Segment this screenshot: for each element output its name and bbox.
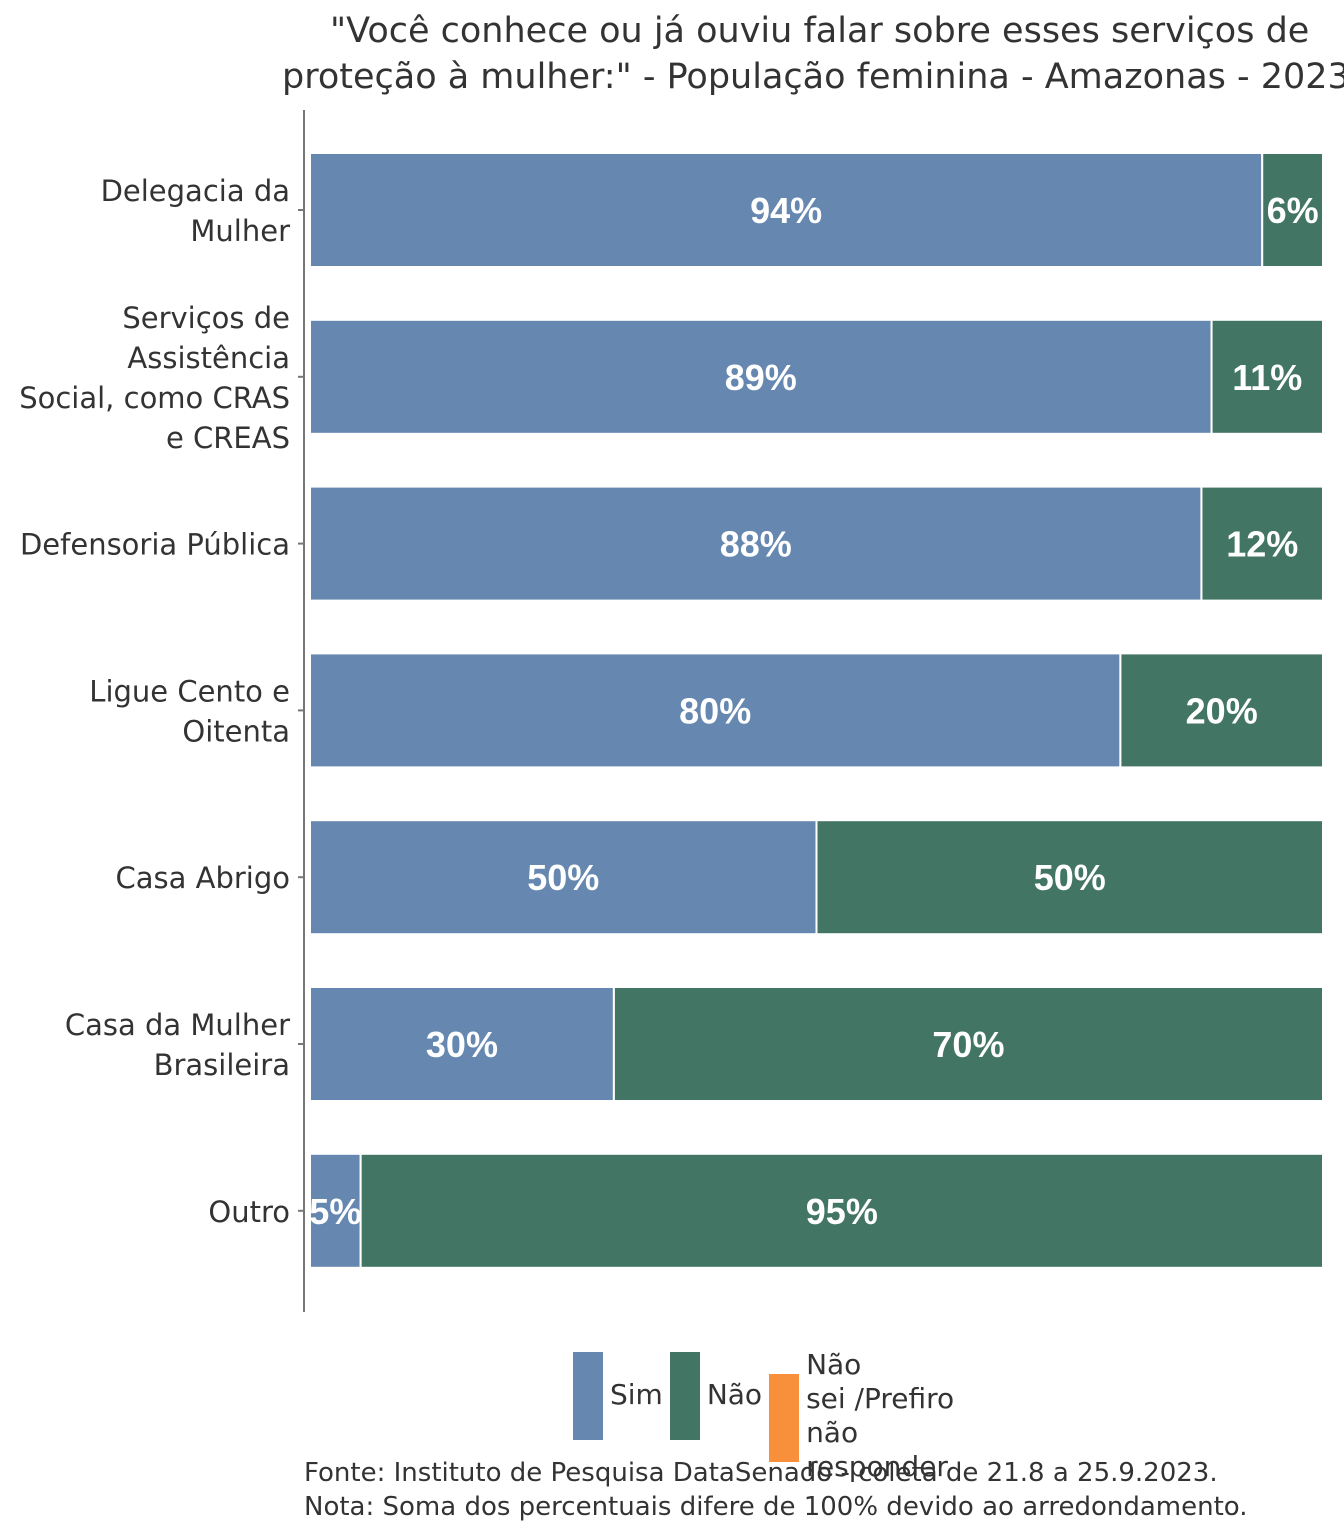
legend-item-nao: Não [668,1348,763,1441]
category-label: Assistência [127,341,290,375]
stacked-bar-chart: 94% 6% 89% 11% 88% 12% 80% 20% 50% 50% 30% 70% 5% 95%… [19,110,1325,1312]
legend-label-nao-sei-line-3: não responder [806,1416,948,1483]
category-labels-layer: Delegacia da Mulher Serviços de Assistência… [19,174,304,1229]
bar-segment [309,485,1203,602]
legend: Sim Não Não sei /Prefiro não responder [572,1348,1012,1483]
category-label: Defensoria Pública [20,528,290,562]
bar-segment [309,152,1264,268]
data-label: 5% [309,1191,361,1232]
bars-layer: 94% 6% 89% 11% 88% 12% 80% 20% 50% 50% 30% 70% 5% 95% [309,152,1325,1269]
data-label: 6% [1267,190,1319,231]
category-label: Delegacia da [101,174,290,208]
bar-segment [815,819,1324,936]
data-label: 11% [1232,357,1302,398]
legend-swatch-sim [572,1351,604,1441]
category-label: Ligue Cento e [89,674,290,708]
legend-swatch-nao [668,1351,701,1441]
category-label: Casa da Mulher [65,1008,290,1042]
data-label: 30% [426,1024,498,1065]
legend-swatch-nao-sei [768,1372,801,1463]
data-label: 20% [1186,690,1258,731]
bar-segment [1261,152,1324,268]
category-label: Social, como CRAS [19,381,290,415]
chart-title-line-1: "Você conhece ou já ouviu falar sobre es… [330,11,1310,51]
bar-segment [309,1152,362,1269]
data-label: 50% [1034,857,1106,898]
category-label: e CREAS [166,421,290,455]
data-label: 94% [750,190,822,231]
legend-item-sim: Sim [572,1348,663,1441]
data-label: 89% [725,357,797,398]
legend-item-nao-sei: Não sei /Prefiro não responder [768,1348,1006,1484]
bar-segment [359,1152,1324,1269]
bar-segment [309,819,818,936]
data-label: 12% [1226,524,1298,565]
category-label: Serviços de [122,301,290,335]
data-label: 80% [679,690,751,731]
category-label: Brasileira [154,1048,290,1082]
chart-title-line-2: proteção à mulher:" - População feminina… [282,57,1344,97]
bar-segment [1210,318,1324,435]
legend-label-nao-sei-line-2: sei /Prefiro [806,1382,955,1415]
legend-label-sim: Sim [610,1377,663,1411]
category-label: Casa Abrigo [116,861,291,895]
data-label: 88% [720,524,792,565]
bar-segment [309,986,615,1102]
footer: Fonte: Instituto de Pesquisa DataSenado … [304,1456,1248,1524]
rounding-note: Nota: Soma dos percentuais difere de 100… [304,1492,1248,1522]
bar-segment [1119,652,1325,769]
bar-segment [612,986,1324,1102]
legend-label-nao: Não [706,1377,763,1411]
category-label: Outro [208,1195,290,1229]
bar-segment [309,318,1213,435]
source-note: Fonte: Instituto de Pesquisa DataSenado … [304,1458,1218,1488]
data-label: 95% [806,1191,878,1232]
category-label: Oitenta [182,714,290,748]
chart-title: "Você conhece ou já ouviu falar sobre es… [0,8,1344,100]
category-label: Mulher [190,214,290,248]
legend-label-nao-sei-line-1: Não [806,1348,862,1381]
data-label: 70% [932,1024,1004,1065]
legend-label-nao-sei: Não sei /Prefiro não responder [806,1348,1006,1484]
bar-segment [1200,485,1324,602]
data-label: 50% [527,857,599,898]
